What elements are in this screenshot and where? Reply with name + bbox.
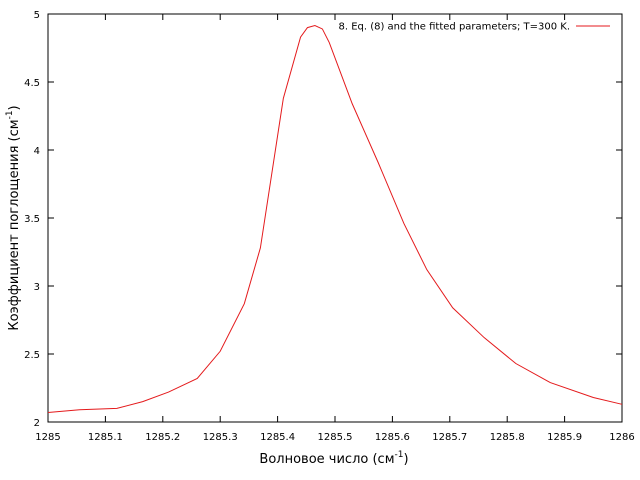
x-tick-label: 1285.6: [375, 432, 410, 443]
y-tick-label: 3: [34, 282, 40, 293]
y-axis-label: Коэффициент поглощения (см-1): [5, 105, 22, 330]
x-axis-label-suffix: ): [403, 452, 408, 467]
y-axis-label-superscript: -1: [5, 110, 15, 119]
x-tick-label: 1285.3: [203, 432, 238, 443]
y-tick-label: 5: [34, 10, 40, 21]
x-tick-label: 1285.1: [88, 432, 123, 443]
x-tick-label: 1286: [609, 432, 634, 443]
x-tick-label: 1285.7: [432, 432, 467, 443]
x-tick-label: 1285: [35, 432, 60, 443]
y-tick-label: 3.5: [24, 214, 40, 225]
series-line: [47, 25, 623, 413]
x-tick-label: 1285.2: [145, 432, 180, 443]
y-tick-label: 2: [34, 418, 40, 429]
tick-marks: [47, 13, 623, 423]
x-axis-label-main: Волновое число (см: [259, 452, 394, 467]
tick-labels: 1285 1285.1 1285.2 1285.3 1285.4 1285.5 1285.6…: [24, 10, 635, 443]
x-axis-label-superscript: -1: [395, 450, 404, 460]
y-axis-label-suffix: ): [7, 105, 22, 110]
y-tick-label: 4.5: [24, 78, 40, 89]
x-tick-label: 1285.8: [490, 432, 525, 443]
plot-frame: [47, 13, 623, 423]
x-tick-label: 1285.4: [260, 432, 295, 443]
legend-label: 8. Eq. (8) and the fitted parameters; T=…: [338, 22, 570, 33]
y-tick-label: 2.5: [24, 350, 40, 361]
x-axis-label: Волновое число (см-1): [259, 450, 408, 467]
x-tick-label: 1285.9: [547, 432, 582, 443]
legend: 8. Eq. (8) and the fitted parameters; T=…: [338, 22, 610, 33]
y-axis-label-main: Коэффициент поглощения (см: [7, 119, 22, 330]
x-tick-label: 1285.5: [318, 432, 353, 443]
y-tick-label: 4: [34, 146, 40, 157]
